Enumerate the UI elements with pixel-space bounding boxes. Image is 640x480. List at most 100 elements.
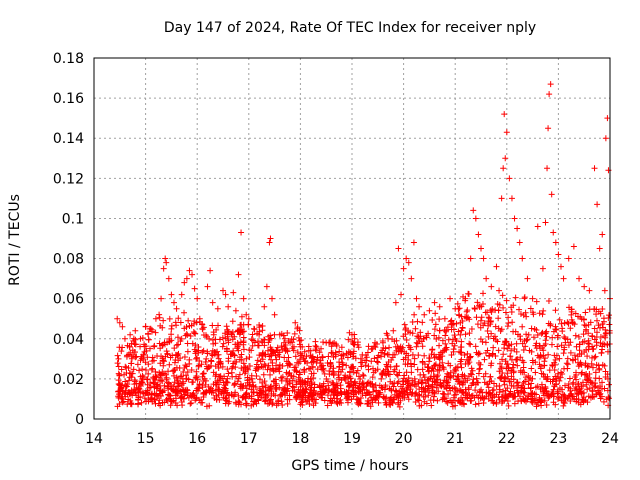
y-tick-label: 0.16 [53, 91, 84, 107]
data-point [329, 368, 336, 375]
data-point [209, 322, 216, 329]
data-point [552, 326, 559, 333]
data-point [215, 365, 222, 372]
data-point [149, 354, 156, 361]
data-point [166, 361, 173, 368]
data-point [428, 402, 435, 409]
data-point [522, 343, 529, 350]
data-point [547, 321, 554, 328]
data-point [277, 391, 284, 398]
data-point [582, 309, 589, 316]
data-point [509, 319, 516, 326]
data-point [219, 343, 226, 350]
data-point [420, 385, 427, 392]
data-point [222, 291, 229, 298]
data-point [153, 373, 160, 380]
data-point [200, 331, 207, 338]
data-point [591, 325, 598, 332]
data-point [552, 307, 559, 314]
data-point [601, 332, 608, 339]
data-point [505, 319, 512, 326]
data-point [431, 362, 438, 369]
data-point [567, 349, 574, 356]
data-point [393, 394, 400, 401]
data-point [415, 378, 422, 385]
data-point [145, 370, 152, 377]
data-point [250, 389, 257, 396]
data-point [168, 291, 175, 298]
data-point [541, 362, 548, 369]
data-point [552, 356, 559, 363]
data-point [128, 401, 135, 408]
data-point [267, 356, 274, 363]
data-point [337, 396, 344, 403]
data-point [563, 360, 570, 367]
data-point [517, 311, 524, 318]
data-point [126, 389, 133, 396]
data-point [595, 389, 602, 396]
data-point [232, 307, 239, 314]
data-point [570, 379, 577, 386]
data-point [240, 360, 247, 367]
data-point [486, 352, 493, 359]
data-point [261, 398, 268, 405]
data-point [238, 351, 245, 358]
data-point [457, 319, 464, 326]
data-point [125, 377, 132, 384]
data-point [544, 376, 551, 383]
data-point [225, 370, 232, 377]
data-point [417, 329, 424, 336]
data-point [330, 372, 337, 379]
data-point [241, 363, 248, 370]
data-point [271, 331, 278, 338]
data-point [339, 361, 346, 368]
chart-title: Day 147 of 2024, Rate Of TEC Index for r… [164, 20, 536, 36]
data-point [484, 381, 491, 388]
y-axis-label: ROTI / TECUs [7, 194, 23, 286]
data-point [164, 385, 171, 392]
data-point [599, 305, 606, 312]
data-point [246, 347, 253, 354]
data-point [450, 346, 457, 353]
data-point [260, 336, 267, 343]
data-point [589, 343, 596, 350]
data-point [350, 391, 357, 398]
data-point [585, 337, 592, 344]
data-point [429, 316, 436, 323]
data-point [526, 347, 533, 354]
data-point [290, 384, 297, 391]
data-point [351, 335, 358, 342]
data-point [537, 398, 544, 405]
data-point [468, 325, 475, 332]
data-point [520, 364, 527, 371]
data-point [472, 387, 479, 394]
data-point [243, 390, 250, 397]
data-point [562, 395, 569, 402]
data-point [555, 251, 562, 258]
data-point [119, 391, 126, 398]
data-point [589, 364, 596, 371]
data-point [532, 384, 539, 391]
data-point [472, 401, 479, 408]
data-point [431, 299, 438, 306]
data-point [508, 382, 515, 389]
data-point [156, 314, 163, 321]
data-point [168, 331, 175, 338]
data-point [203, 363, 210, 370]
data-point [196, 357, 203, 364]
data-point [551, 367, 558, 374]
data-point [443, 378, 450, 385]
data-point [545, 125, 552, 132]
data-point [514, 379, 521, 386]
data-point [592, 375, 599, 382]
data-point [281, 354, 288, 361]
data-point [296, 337, 303, 344]
data-point [600, 398, 607, 405]
data-point [498, 393, 505, 400]
data-point [540, 388, 547, 395]
data-point [269, 360, 276, 367]
data-point [529, 357, 536, 364]
data-point [177, 337, 184, 344]
data-point [520, 359, 527, 366]
